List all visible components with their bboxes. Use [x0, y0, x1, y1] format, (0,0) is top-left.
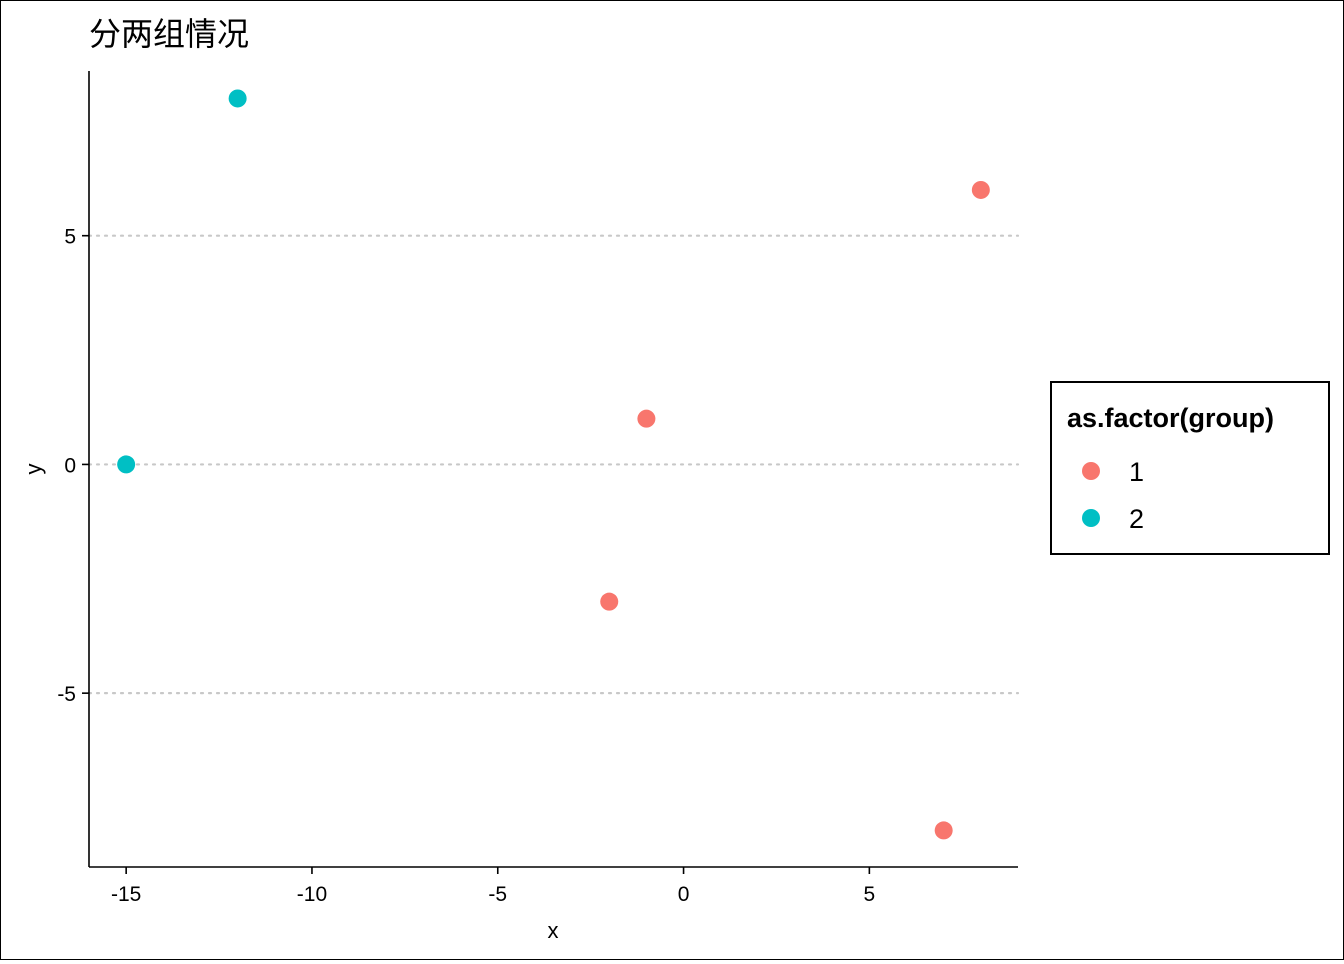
y-tick-label: 0 — [64, 454, 76, 477]
legend-entries: 12 — [1082, 457, 1144, 534]
data-point-group-1 — [637, 409, 656, 428]
x-tick-label: -5 — [488, 883, 507, 906]
x-axis-label: x — [548, 918, 559, 943]
x-tick-label: 0 — [678, 883, 690, 906]
data-point-group-1 — [934, 821, 953, 840]
x-tick-label: -15 — [111, 883, 141, 906]
legend: as.factor(group) 12 — [1050, 381, 1330, 555]
legend-label-1: 1 — [1129, 457, 1144, 487]
y-axis-label: y — [21, 464, 46, 475]
data-point-group-1 — [971, 180, 990, 199]
data-points — [117, 89, 990, 840]
chart-title: 分两组情况 — [89, 15, 249, 53]
y-tick-label: 5 — [64, 226, 76, 249]
legend-key-1 — [1082, 462, 1100, 480]
legend-key-2 — [1082, 509, 1100, 527]
grid-lines — [87, 234, 1020, 695]
data-point-group-1 — [600, 592, 619, 611]
legend-title: as.factor(group) — [1067, 403, 1274, 433]
data-point-group-2 — [228, 89, 247, 108]
data-point-group-2 — [117, 455, 136, 474]
legend-label-2: 2 — [1129, 504, 1144, 534]
x-tick-label: -10 — [297, 883, 327, 906]
x-tick-label: 5 — [864, 883, 876, 906]
y-axis-ticks: -5 0 5 — [57, 226, 89, 706]
y-tick-label: -5 — [57, 683, 76, 706]
x-axis-ticks: -15 -10 -5 0 5 — [111, 867, 875, 906]
